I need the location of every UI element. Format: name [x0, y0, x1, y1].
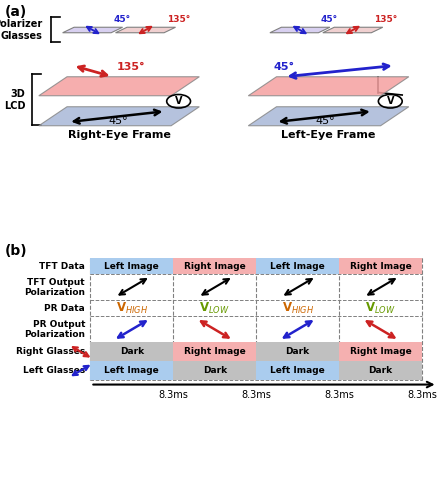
Text: Dark: Dark: [369, 366, 392, 375]
Text: 3D
LCD: 3D LCD: [4, 89, 26, 111]
Text: Left Image: Left Image: [105, 262, 159, 271]
Text: Left Glasses: Left Glasses: [23, 366, 85, 375]
Text: 45°: 45°: [321, 16, 338, 24]
Text: V$_{LOW}$: V$_{LOW}$: [365, 301, 396, 316]
Text: Right-Eye Frame: Right-Eye Frame: [67, 130, 171, 140]
Bar: [256, 258, 339, 274]
Bar: [256, 342, 339, 361]
Bar: [256, 361, 339, 380]
Text: V$_{HIGH}$: V$_{HIGH}$: [116, 301, 148, 316]
Text: Right Glasses: Right Glasses: [16, 348, 85, 356]
Text: V$_{LOW}$: V$_{LOW}$: [199, 301, 230, 316]
Polygon shape: [248, 76, 409, 96]
Polygon shape: [323, 27, 383, 33]
Text: 45°: 45°: [273, 62, 295, 72]
Text: Left Image: Left Image: [270, 262, 325, 271]
Text: 8.3ms: 8.3ms: [407, 390, 437, 400]
Bar: [173, 361, 256, 380]
Polygon shape: [63, 27, 123, 33]
Text: 45°: 45°: [108, 116, 128, 126]
Polygon shape: [248, 107, 409, 126]
Text: V$_{HIGH}$: V$_{HIGH}$: [282, 301, 314, 316]
Bar: [90, 342, 173, 361]
Text: Right Image: Right Image: [350, 262, 411, 271]
Text: V: V: [175, 96, 183, 106]
Text: PR Data: PR Data: [45, 304, 85, 313]
Polygon shape: [116, 27, 176, 33]
Bar: [90, 258, 173, 274]
Text: Right Image: Right Image: [184, 262, 246, 271]
Text: Left Image: Left Image: [105, 366, 159, 375]
Text: Dark: Dark: [120, 348, 144, 356]
Text: Dark: Dark: [203, 366, 227, 375]
Text: 45°: 45°: [315, 116, 335, 126]
Text: (b): (b): [4, 244, 27, 258]
Text: 45°: 45°: [114, 16, 131, 24]
Text: PR Output
Polarization: PR Output Polarization: [24, 320, 85, 339]
Text: (a): (a): [4, 5, 26, 19]
Polygon shape: [39, 76, 199, 96]
Polygon shape: [39, 107, 199, 126]
Bar: [90, 361, 173, 380]
Text: Left Image: Left Image: [270, 366, 325, 375]
Text: Left-Eye Frame: Left-Eye Frame: [281, 130, 376, 140]
Text: 135°: 135°: [167, 16, 190, 24]
Text: 8.3ms: 8.3ms: [158, 390, 188, 400]
Text: Right Image: Right Image: [184, 348, 246, 356]
Text: TFT Data: TFT Data: [39, 262, 85, 271]
Text: 8.3ms: 8.3ms: [324, 390, 354, 400]
Text: 8.3ms: 8.3ms: [241, 390, 271, 400]
Text: Dark: Dark: [286, 348, 310, 356]
Bar: [173, 342, 256, 361]
Text: TFT Output
Polarization: TFT Output Polarization: [24, 278, 85, 297]
Text: 135°: 135°: [374, 16, 397, 24]
Bar: [173, 258, 256, 274]
Text: Polarizer
Glasses: Polarizer Glasses: [0, 19, 42, 41]
Text: 135°: 135°: [117, 62, 146, 72]
Text: Right Image: Right Image: [350, 348, 411, 356]
Polygon shape: [270, 27, 330, 33]
Bar: [339, 258, 422, 274]
Text: V: V: [386, 96, 394, 106]
Bar: [339, 342, 422, 361]
Bar: [339, 361, 422, 380]
